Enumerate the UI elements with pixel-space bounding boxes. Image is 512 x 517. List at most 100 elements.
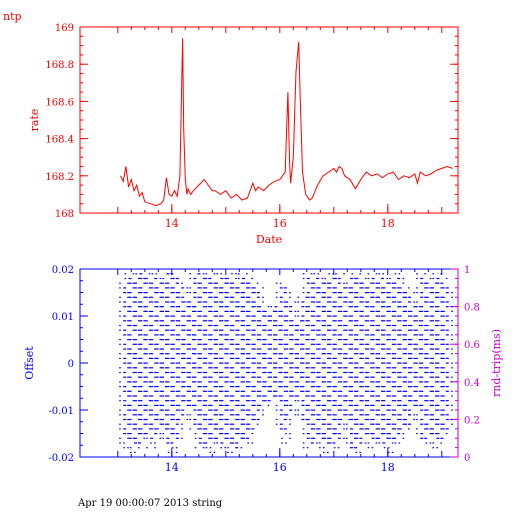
offset-sample-point [232, 296, 235, 298]
offset-sample-point [182, 381, 185, 383]
offset-sample-point [215, 367, 217, 369]
offset-sample-point [193, 324, 195, 327]
offset-sample-point [148, 353, 151, 355]
offset-sample-point [432, 414, 434, 416]
offset-sample-point [360, 386, 363, 388]
offset-sample-point [346, 400, 348, 402]
offset-sample-point [387, 451, 390, 453]
offset-sample-point [175, 310, 178, 312]
offset-sample-point [140, 428, 143, 430]
offset-sample-point [306, 437, 309, 439]
offset-sample-point [436, 367, 438, 369]
offset-sample-point [165, 339, 167, 341]
offset-sample-point [236, 404, 239, 406]
offset-sample-point [229, 329, 232, 331]
offset-sample-point [335, 320, 337, 322]
offset-sample-point [346, 386, 348, 388]
offset-sample-point [221, 371, 224, 374]
offset-sample-point [436, 277, 438, 280]
offset-sample-point [410, 357, 413, 359]
offset-sample-point [436, 362, 438, 364]
offset-sample-point [414, 390, 417, 392]
offset-sample-point [279, 343, 282, 345]
offset-sample-point [443, 287, 445, 289]
offset-sample-point [443, 357, 445, 359]
offset-sample-point [162, 418, 164, 421]
offset-sample-point [398, 390, 401, 392]
offset-sample-point [302, 343, 305, 345]
offset-sample-point [332, 306, 334, 308]
offset-sample-point [229, 409, 232, 411]
offset-sample-point [274, 348, 276, 350]
offset-sample-point [343, 315, 345, 317]
offset-sample-point [274, 339, 276, 341]
offset-sample-point [267, 371, 270, 374]
offset-sample-point [328, 442, 330, 444]
offset-sample-point [225, 376, 228, 378]
offset-sample-point [364, 386, 367, 388]
offset-sample-point [319, 390, 321, 392]
offset-sample-point [312, 371, 314, 374]
offset-sample-point [262, 400, 264, 402]
offset-sample-point [220, 273, 222, 275]
offset-sample-point [359, 296, 361, 298]
offset-sample-point [356, 310, 359, 312]
offset-sample-point [359, 301, 361, 303]
offset-sample-point [175, 348, 178, 350]
offset-sample-point [159, 348, 162, 350]
offset-sample-point [224, 409, 226, 411]
offset-sample-point [171, 386, 174, 388]
offset-sample-point [319, 362, 321, 364]
offset-sample-point [346, 414, 348, 416]
offset-sample-point [144, 404, 147, 406]
offset-sample-point [317, 273, 320, 275]
offset-sample-point [204, 357, 206, 359]
offset-sample-point [273, 367, 275, 369]
offset-sample-point [354, 324, 356, 327]
offset-sample-point [370, 395, 372, 397]
offset-sample-point [188, 343, 190, 345]
offset-sample-point [208, 423, 210, 425]
offset-sample-point [256, 296, 259, 298]
offset-sample-point [359, 282, 361, 284]
offset-sample-point [197, 428, 199, 430]
offset-sample-point [339, 292, 341, 294]
offset-sample-point [316, 343, 318, 345]
offset-sample-point [211, 390, 213, 392]
offset-sample-point [259, 376, 262, 378]
offset-sample-point [232, 287, 235, 289]
offset-sample-point [343, 324, 345, 327]
offset-sample-point [227, 423, 229, 425]
offset-sample-point [251, 277, 253, 280]
offset-sample-point [359, 400, 361, 402]
offset-sample-point [354, 409, 356, 411]
offset-sample-point [144, 433, 147, 435]
offset-sample-point [171, 433, 174, 435]
offset-sample-point [225, 404, 228, 406]
offset-sample-point [340, 334, 343, 336]
offset-sample-point [447, 428, 449, 430]
offset-sample-point [209, 404, 212, 406]
offset-sample-point [127, 367, 129, 369]
offset-sample-point [321, 324, 324, 327]
offset-sample-point [270, 320, 272, 322]
offset-sample-point [198, 428, 201, 430]
offset-sample-point [155, 386, 158, 388]
offset-sample-point [161, 282, 163, 284]
offset-sample-point [437, 320, 440, 322]
offset-sample-point [333, 306, 336, 308]
offset-sample-point [387, 310, 390, 312]
offset-sample-point [189, 376, 191, 378]
offset-sample-point [432, 292, 434, 294]
offset-sample-point [404, 324, 406, 327]
offset-sample-point [344, 324, 347, 327]
offset-sample-point [409, 310, 411, 312]
offset-sample-point [443, 395, 445, 397]
offset-sample-point [290, 310, 293, 312]
offset-sample-point [161, 324, 163, 327]
offset-x-tick-label: 18 [381, 461, 395, 474]
offset-sample-point [229, 442, 232, 444]
offset-sample-point [167, 437, 170, 439]
offset-sample-point [344, 296, 347, 298]
offset-sample-point [204, 376, 206, 378]
